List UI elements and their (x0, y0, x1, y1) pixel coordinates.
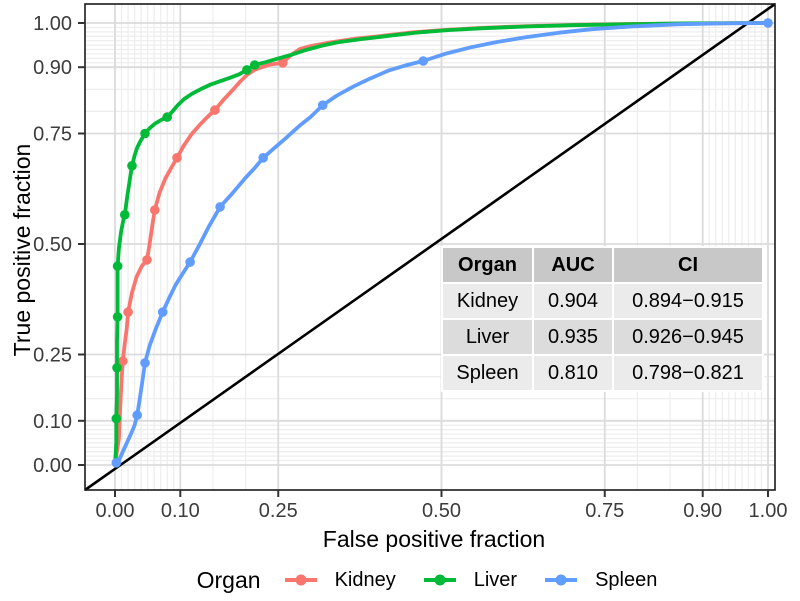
roc-point-spleen (418, 56, 429, 66)
chance-diagonal-line (84, 2, 776, 492)
table-cell-spleen-ci: 0.798−0.821 (614, 356, 762, 390)
roc-point-kidney (150, 205, 160, 215)
roc-point-spleen (132, 410, 142, 420)
x-axis-title: False positive fraction (323, 526, 545, 552)
y-tick-label: 0.00 (33, 455, 72, 477)
table-header-organ: Organ (443, 248, 532, 282)
roc-point-kidney (142, 255, 152, 265)
roc-curve-liver (113, 21, 770, 467)
spleen-line-dot-icon (545, 574, 578, 586)
legend-label-kidney: Kidney (334, 568, 396, 591)
x-tick-label: 1.00 (749, 500, 788, 522)
y-tick-label: 1.00 (33, 13, 72, 35)
table-cell-spleen-auc: 0.810 (534, 356, 612, 390)
roc-point-kidney (278, 58, 288, 68)
roc-point-spleen (140, 358, 150, 368)
x-tick-label: 0.90 (683, 500, 722, 522)
auc-ci-table: Organ AUC CI Kidney 0.904 0.894−0.915 Liver 0.9… (441, 246, 764, 392)
panel-border (84, 3, 776, 491)
legend-title: Organ (196, 566, 261, 593)
x-tick-label: 0.10 (161, 500, 200, 522)
legend: Organ Kidney Liver Spleen (0, 560, 800, 600)
roc-point-liver (112, 363, 122, 373)
table-header-ci: CI (614, 248, 762, 282)
roc-point-liver (242, 65, 252, 75)
table-cell-kidney-organ: Kidney (443, 284, 532, 318)
table-cell-kidney-auc: 0.904 (534, 284, 612, 318)
roc-point-liver (249, 60, 260, 70)
x-tick-label: 0.75 (585, 500, 624, 522)
x-tick-label: 0.50 (422, 500, 461, 522)
roc-point-liver (127, 161, 137, 171)
roc-curve-spleen (113, 21, 770, 465)
y-tick-label: 0.10 (33, 411, 72, 433)
roc-point-liver (111, 413, 122, 424)
table-header-auc: AUC (534, 248, 612, 282)
table-cell-liver-organ: Liver (443, 320, 532, 354)
y-tick-label: 0.25 (33, 345, 72, 367)
table-cell-spleen-organ: Spleen (443, 356, 532, 390)
y-tick-label: 0.50 (33, 234, 72, 256)
roc-point-spleen (185, 257, 195, 267)
legend-label-liver: Liver (473, 568, 518, 591)
kidney-line-dot-icon (284, 574, 317, 586)
x-tick-label: 0.25 (259, 500, 298, 522)
legend-item-liver: Liver (422, 569, 517, 592)
table-cell-liver-ci: 0.926−0.945 (614, 320, 762, 354)
roc-point-spleen (157, 307, 168, 317)
roc-point-spleen (317, 100, 328, 110)
table-cell-kidney-ci: 0.894−0.915 (614, 284, 762, 318)
roc-point-kidney (172, 153, 182, 163)
roc-point-liver (112, 312, 123, 322)
roc-point-spleen (763, 18, 773, 28)
roc-point-liver (112, 261, 123, 271)
legend-label-spleen: Spleen (595, 568, 658, 591)
x-tick-label: 0.00 (96, 500, 135, 522)
roc-point-spleen (111, 458, 122, 468)
roc-point-kidney (118, 356, 128, 366)
liver-line-dot-icon (423, 574, 456, 586)
y-tick-label: 0.90 (33, 57, 72, 79)
roc-point-liver (162, 112, 172, 122)
table-cell-liver-auc: 0.935 (534, 320, 612, 354)
roc-point-liver (120, 210, 130, 220)
roc-point-liver (140, 128, 150, 139)
y-tick-label: 0.75 (33, 124, 72, 146)
y-axis-title: True positive fraction (9, 144, 35, 357)
roc-point-spleen (258, 153, 269, 163)
roc-point-kidney (210, 105, 220, 115)
roc-point-kidney (123, 307, 133, 317)
legend-item-spleen: Spleen (543, 569, 657, 592)
roc-point-spleen (215, 202, 225, 212)
legend-item-kidney: Kidney (283, 569, 396, 592)
